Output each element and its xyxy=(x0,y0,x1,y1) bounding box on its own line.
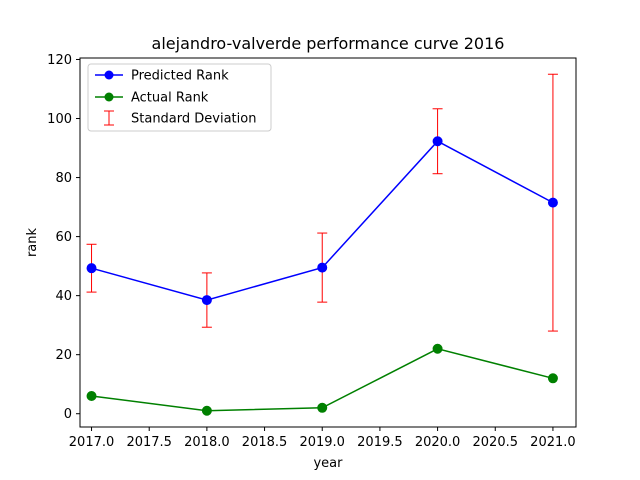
x-tick-label: 2019.0 xyxy=(299,435,345,450)
chart-title: alejandro-valverde performance curve 201… xyxy=(152,34,505,53)
x-tick-label: 2019.5 xyxy=(357,435,403,450)
y-tick-label: 20 xyxy=(55,348,72,363)
x-tick-label: 2020.5 xyxy=(473,435,519,450)
y-tick-label: 120 xyxy=(47,53,72,68)
x-axis-label: year xyxy=(313,456,343,471)
y-tick-label: 60 xyxy=(55,230,72,245)
x-tick-label: 2020.0 xyxy=(415,435,461,450)
data-point xyxy=(201,295,212,306)
y-axis-label: rank xyxy=(25,227,40,257)
legend: Predicted Rank Actual Rank Standard Deviat… xyxy=(87,63,272,132)
legend-marker xyxy=(104,92,114,102)
data-point xyxy=(86,391,97,402)
axes-frame xyxy=(79,57,577,428)
y-tick-label: 100 xyxy=(47,112,72,127)
data-point xyxy=(201,405,212,416)
data-point xyxy=(432,136,443,147)
data-point xyxy=(86,263,97,274)
x-tick-label: 2017.0 xyxy=(69,435,115,450)
legend-marker xyxy=(104,70,114,80)
legend-label: Standard Deviation xyxy=(131,112,256,127)
x-tick-label: 2018.5 xyxy=(242,435,288,450)
y-tick-label: 0 xyxy=(64,407,72,422)
data-point xyxy=(432,343,443,354)
plot-area xyxy=(86,73,558,416)
x-axis-ticks: 2017.0 2017.5 2018.0 2018.5 2019.0 2019.5 2020… xyxy=(69,427,576,450)
x-tick-label: 2017.5 xyxy=(126,435,172,450)
legend-label: Predicted Rank xyxy=(131,69,229,84)
data-point xyxy=(547,373,558,384)
data-point xyxy=(317,402,328,413)
y-tick-label: 80 xyxy=(55,171,72,186)
x-tick-label: 2018.0 xyxy=(184,435,230,450)
legend-box xyxy=(87,63,272,132)
data-point xyxy=(547,197,558,208)
x-tick-label: 2021.0 xyxy=(530,435,576,450)
y-tick-label: 40 xyxy=(55,289,72,304)
series-actual-rank xyxy=(86,343,558,416)
legend-label: Actual Rank xyxy=(131,91,209,106)
data-point xyxy=(317,262,328,273)
series-predicted-rank xyxy=(86,136,558,306)
y-axis-ticks: 0 20 40 60 80 100 120 xyxy=(47,53,80,422)
